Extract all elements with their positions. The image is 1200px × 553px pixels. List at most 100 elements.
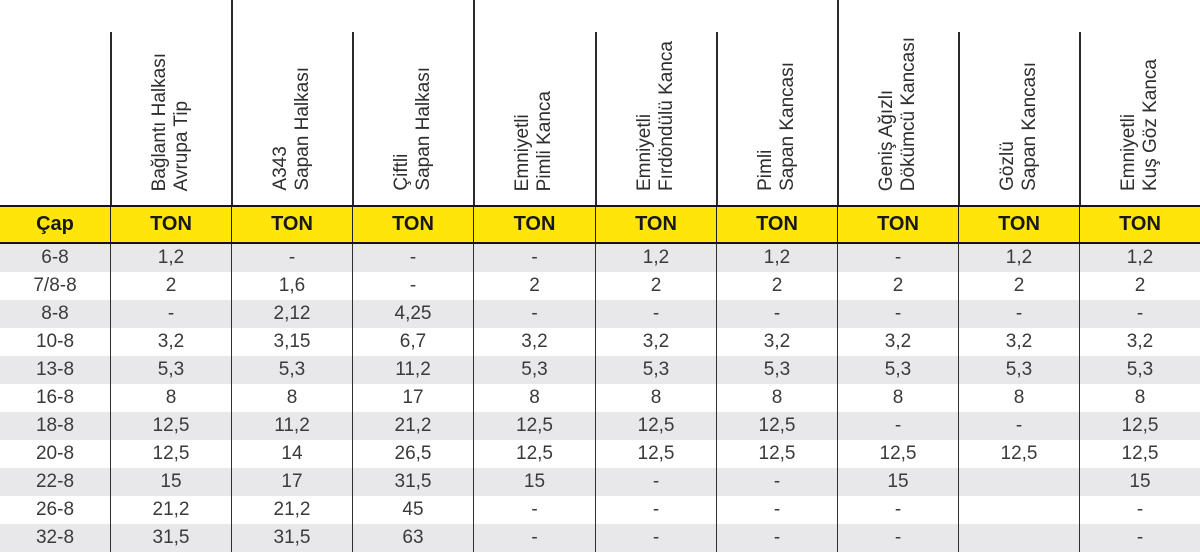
value-cell: - <box>958 300 1079 328</box>
value-cell: - <box>1079 524 1200 552</box>
value-cell: 4,25 <box>352 300 473 328</box>
value-cell: 1,6 <box>231 272 352 300</box>
value-cell: 11,2 <box>231 412 352 440</box>
value-cell: 3,2 <box>716 328 837 356</box>
value-cell: 5,3 <box>473 356 595 384</box>
value-cell: 3,2 <box>1079 328 1200 356</box>
value-cell: 2 <box>716 272 837 300</box>
value-cell: - <box>837 496 958 524</box>
value-cell: 2,12 <box>231 300 352 328</box>
value-cell: 63 <box>352 524 473 552</box>
value-cell: - <box>595 524 716 552</box>
column-header-cell: Bağlantı Halkası Avrupa Tip <box>110 0 231 205</box>
value-cell: 45 <box>352 496 473 524</box>
column-header-label: Emniyetli Kuş Göz Kanca <box>1117 58 1161 191</box>
value-cell: 3,2 <box>110 328 231 356</box>
value-cell: - <box>473 244 595 272</box>
value-cell: 11,2 <box>352 356 473 384</box>
value-cell: 21,2 <box>110 496 231 524</box>
table-row: 32-8 31,5 31,5 63 - - - - - <box>0 524 1200 552</box>
ton-header: TON <box>1079 207 1200 242</box>
value-cell: 8 <box>958 384 1079 412</box>
value-cell: 21,2 <box>231 496 352 524</box>
value-cell: - <box>1079 300 1200 328</box>
value-cell: 12,5 <box>110 412 231 440</box>
table-row: 13-8 5,3 5,3 11,2 5,3 5,3 5,3 5,3 5,3 5,… <box>0 356 1200 384</box>
column-header-cell: Emniyetli Fırdöndülü Kanca <box>595 0 716 205</box>
table-header-row: Çap TON TON TON TON TON TON TON TON TON <box>0 205 1200 244</box>
value-cell: 5,3 <box>716 356 837 384</box>
value-cell: 8 <box>837 384 958 412</box>
value-cell: - <box>231 244 352 272</box>
value-cell: 3,2 <box>473 328 595 356</box>
value-cell: - <box>958 412 1079 440</box>
cap-cell: 16-8 <box>35 387 75 408</box>
cap-header: Çap <box>36 213 74 235</box>
value-cell: 2 <box>958 272 1079 300</box>
value-cell: 2 <box>837 272 958 300</box>
cap-cell: 10-8 <box>35 331 75 352</box>
value-cell: 1,2 <box>716 244 837 272</box>
column-header-label: Pimli Sapan Kancası <box>754 62 798 191</box>
value-cell: 12,5 <box>837 440 958 468</box>
column-divider-line <box>837 0 839 205</box>
table-row: 10-8 3,2 3,15 6,7 3,2 3,2 3,2 3,2 3,2 3,… <box>0 328 1200 356</box>
table-row: 8-8 - 2,12 4,25 - - - - - - <box>0 300 1200 328</box>
ton-header: TON <box>716 207 837 242</box>
value-cell: - <box>595 300 716 328</box>
value-cell: 21,2 <box>352 412 473 440</box>
value-cell: 8 <box>716 384 837 412</box>
cap-cell: 7/8-8 <box>33 275 77 296</box>
cap-cell: 20-8 <box>35 443 75 464</box>
table-row: 22-8 15 17 31,5 15 - - 15 15 <box>0 468 1200 496</box>
value-cell: 15 <box>837 468 958 496</box>
table-body: 6-8 1,2 - - - 1,2 1,2 - 1,2 1,2 7/8-8 2 … <box>0 244 1200 552</box>
column-header-cell: A343 Sapan Halkası <box>231 0 352 205</box>
value-cell: 17 <box>352 384 473 412</box>
value-cell: 5,3 <box>958 356 1079 384</box>
value-cell: 12,5 <box>473 412 595 440</box>
value-cell: 3,2 <box>958 328 1079 356</box>
value-cell <box>958 496 1079 524</box>
value-cell: 5,3 <box>110 356 231 384</box>
value-cell: 3,2 <box>837 328 958 356</box>
table-row: 6-8 1,2 - - - 1,2 1,2 - 1,2 1,2 <box>0 244 1200 272</box>
column-header-label: Çiftli Sapan Halkası <box>390 67 434 191</box>
value-cell: 8 <box>595 384 716 412</box>
value-cell: 5,3 <box>837 356 958 384</box>
value-cell: - <box>837 412 958 440</box>
value-cell: - <box>1079 496 1200 524</box>
value-cell: 2 <box>1079 272 1200 300</box>
ton-header: TON <box>837 207 958 242</box>
rotated-header-row: Bağlantı Halkası Avrupa Tip A343 Sapan Hal… <box>0 0 1200 205</box>
value-cell: 6,7 <box>352 328 473 356</box>
cap-cell: 13-8 <box>35 359 75 380</box>
value-cell: 3,2 <box>595 328 716 356</box>
value-cell: 31,5 <box>110 524 231 552</box>
column-header-cell: Pimli Sapan Kancası <box>716 0 837 205</box>
column-divider-line <box>1079 32 1081 205</box>
value-cell: 5,3 <box>595 356 716 384</box>
value-cell: 14 <box>231 440 352 468</box>
value-cell: 1,2 <box>1079 244 1200 272</box>
column-header-cell: Geniş Ağızlı Dökümcü Kancası <box>837 0 958 205</box>
value-cell: - <box>352 272 473 300</box>
column-header-cell: Çiftli Sapan Halkası <box>352 0 473 205</box>
table-row: 26-8 21,2 21,2 45 - - - - - <box>0 496 1200 524</box>
cap-cell: 8-8 <box>41 303 69 324</box>
cap-cell: 6-8 <box>41 247 69 268</box>
ton-header: TON <box>231 207 352 242</box>
value-cell: 8 <box>231 384 352 412</box>
value-cell: 1,2 <box>110 244 231 272</box>
column-header-label: Emniyetli Fırdöndülü Kanca <box>633 41 677 191</box>
value-cell: 17 <box>231 468 352 496</box>
value-cell: 12,5 <box>1079 440 1200 468</box>
column-header-cell: Emniyetli Kuş Göz Kanca <box>1079 0 1200 205</box>
value-cell <box>958 468 1079 496</box>
column-header-cell: Gözlü Sapan Kancası <box>958 0 1079 205</box>
value-cell: - <box>716 524 837 552</box>
value-cell: 8 <box>1079 384 1200 412</box>
value-cell: - <box>716 300 837 328</box>
value-cell: 5,3 <box>231 356 352 384</box>
